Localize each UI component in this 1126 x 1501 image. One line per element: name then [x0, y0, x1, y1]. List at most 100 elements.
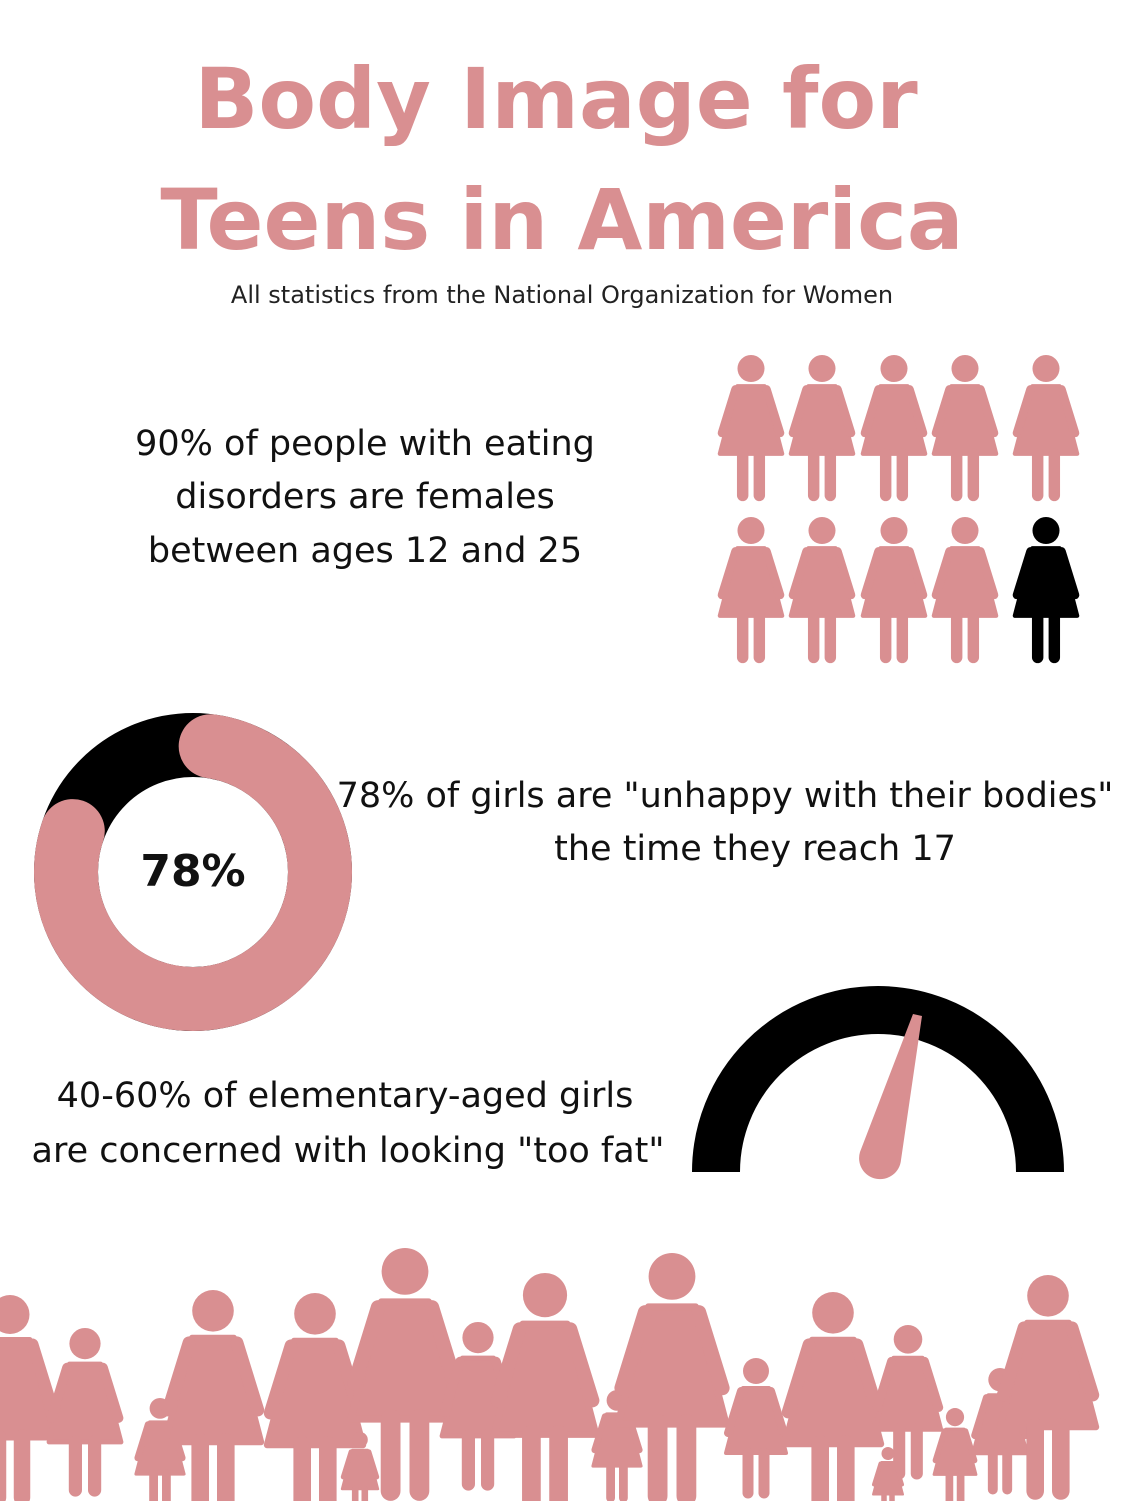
arm — [860, 547, 883, 600]
head — [945, 1408, 965, 1427]
stat-text: between ages 12 and 25 — [148, 531, 582, 571]
head — [1032, 355, 1060, 383]
arm — [1057, 547, 1080, 600]
arm — [26, 1338, 58, 1414]
person-icon — [161, 1290, 265, 1501]
arm — [931, 547, 954, 600]
head — [648, 1253, 696, 1300]
crowd — [0, 1248, 1100, 1501]
person-icon — [1012, 517, 1080, 664]
arm — [1057, 385, 1080, 438]
head — [743, 1358, 769, 1384]
person-icon — [788, 355, 856, 502]
arm — [762, 385, 785, 438]
arm — [850, 1338, 885, 1419]
person-icon — [872, 1447, 904, 1501]
stat-text: disorders are females — [175, 477, 554, 517]
arm — [788, 547, 811, 600]
arm — [230, 1336, 265, 1417]
arm — [161, 1336, 196, 1417]
arm — [366, 1449, 380, 1480]
head — [381, 1248, 429, 1295]
head — [462, 1322, 494, 1354]
head — [881, 1447, 895, 1460]
head — [951, 355, 979, 383]
head — [352, 1432, 368, 1448]
arm — [347, 1300, 386, 1391]
person-icon — [0, 1295, 58, 1501]
person-icon — [717, 517, 785, 664]
head — [294, 1293, 336, 1335]
title-line: Body Image for — [194, 50, 918, 148]
person-icon — [932, 1408, 978, 1501]
gauge-arc — [692, 986, 1064, 1173]
arm — [833, 547, 856, 600]
donut-chart: 78% — [34, 713, 352, 1031]
arm — [691, 1305, 730, 1396]
head — [737, 355, 765, 383]
person-icon — [717, 355, 785, 502]
person-icon — [781, 1292, 885, 1501]
person-icon — [788, 517, 856, 664]
head — [1027, 1275, 1069, 1317]
arm — [1065, 1321, 1100, 1402]
person-icon — [614, 1253, 730, 1501]
person-icon — [46, 1328, 124, 1497]
arm — [717, 385, 740, 438]
person-icon — [931, 517, 999, 664]
person-icon — [340, 1432, 380, 1501]
arm — [724, 1387, 745, 1437]
arm — [976, 385, 999, 438]
head — [880, 517, 908, 545]
arm — [920, 1356, 944, 1412]
arm — [962, 1428, 978, 1464]
head — [1032, 517, 1060, 545]
arm — [1012, 547, 1035, 600]
person-icon — [1012, 355, 1080, 502]
person-icon — [724, 1358, 788, 1499]
arm — [762, 547, 785, 600]
head — [737, 517, 765, 545]
stat-text: 40-60% of elementary-aged girls — [57, 1076, 634, 1116]
arm — [614, 1305, 653, 1396]
arm — [424, 1300, 463, 1391]
head — [808, 355, 836, 383]
arm — [781, 1338, 816, 1419]
head — [69, 1328, 101, 1360]
arm — [340, 1449, 354, 1480]
arm — [905, 385, 928, 438]
arm — [976, 547, 999, 600]
gauge-needle — [859, 1014, 922, 1180]
donut-label: 78% — [140, 846, 245, 897]
person-icon — [860, 355, 928, 502]
person-icon — [996, 1275, 1100, 1500]
arm — [872, 1356, 896, 1412]
arm — [932, 1428, 948, 1464]
arm — [767, 1387, 788, 1437]
person-icon — [931, 355, 999, 502]
person-icon — [872, 1325, 944, 1480]
head — [808, 517, 836, 545]
head — [951, 517, 979, 545]
arm — [591, 1413, 609, 1454]
arm — [439, 1356, 465, 1417]
arm — [717, 547, 740, 600]
person-icon — [490, 1273, 600, 1501]
head — [192, 1290, 234, 1332]
head — [880, 355, 908, 383]
arm — [134, 1421, 152, 1462]
title-line: Teens in America — [160, 171, 963, 269]
head — [893, 1325, 923, 1354]
arm — [1012, 385, 1035, 438]
arm — [905, 547, 928, 600]
arm — [893, 1461, 904, 1487]
head — [522, 1273, 568, 1318]
head — [812, 1292, 854, 1334]
arm — [490, 1322, 527, 1408]
head — [0, 1295, 30, 1334]
donut-arc — [34, 714, 352, 1031]
arm — [98, 1362, 124, 1423]
arm — [860, 385, 883, 438]
